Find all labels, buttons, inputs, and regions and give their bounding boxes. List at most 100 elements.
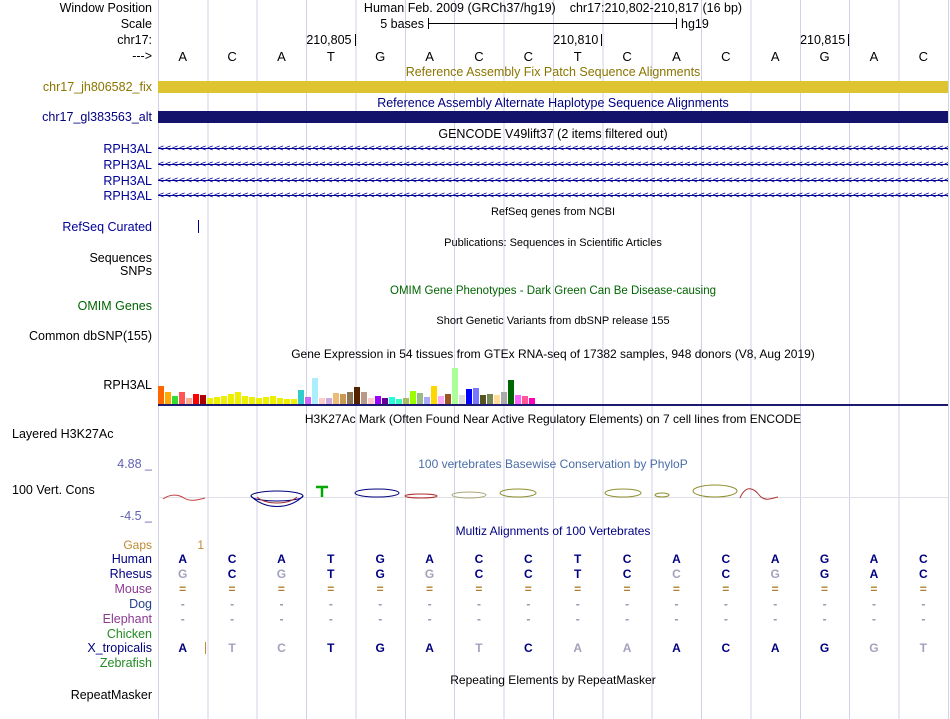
- gtex-tissue-bar[interactable]: [305, 397, 311, 404]
- gtex-tissue-bar[interactable]: [382, 398, 388, 404]
- refseq-curated-label[interactable]: RefSeq Curated: [62, 220, 152, 234]
- fix-patch-item-label[interactable]: chr17_jh806582_fix: [42, 80, 152, 94]
- gtex-tissue-bar[interactable]: [158, 386, 164, 404]
- gtex-tissue-bar[interactable]: [228, 394, 234, 404]
- gene-label-rph3al[interactable]: RPH3AL: [103, 142, 152, 156]
- gtex-tissue-bar[interactable]: [193, 394, 199, 404]
- species-label-x_tropicalis[interactable]: X_tropicalis: [87, 641, 152, 655]
- gtex-gene-label[interactable]: RPH3AL: [103, 378, 152, 392]
- gtex-tissue-bar[interactable]: [347, 392, 353, 404]
- sequence-row: ---> A C A T G A C C T C A C A G A C: [0, 49, 950, 65]
- gtex-tissue-bar[interactable]: [417, 393, 423, 404]
- species-label-rhesus[interactable]: Rhesus: [109, 567, 152, 581]
- gtex-tissue-bar[interactable]: [431, 386, 437, 404]
- species-label-chicken[interactable]: Chicken: [106, 627, 152, 641]
- phylop-min-row: -4.5 _: [0, 509, 950, 523]
- gtex-tissue-bar[interactable]: [291, 399, 297, 404]
- gencode-transcript-line[interactable]: <<<<<<<<<<<<<<<<<<<<<<<<<<<<<<<<<<<<<<<<…: [158, 142, 948, 155]
- gtex-tissue-bar[interactable]: [459, 395, 465, 404]
- gtex-tissue-bar[interactable]: [165, 392, 171, 404]
- gtex-tissue-bar[interactable]: [172, 396, 178, 404]
- gtex-tissue-bar[interactable]: [200, 395, 206, 404]
- conservation-wiggle[interactable]: [158, 472, 948, 522]
- snps-label[interactable]: SNPs: [120, 264, 152, 278]
- species-label-mouse[interactable]: Mouse: [114, 582, 152, 596]
- gtex-tissue-bar[interactable]: [396, 399, 402, 404]
- gtex-tissue-bar[interactable]: [354, 387, 360, 404]
- alignment-cell: C: [672, 567, 681, 581]
- gtex-tissue-bar[interactable]: [508, 380, 514, 404]
- gtex-tissue-bar[interactable]: [445, 394, 451, 404]
- species-label-human[interactable]: Human: [111, 552, 152, 566]
- refseq-item-tick[interactable]: [198, 220, 199, 233]
- gtex-tissue-bar[interactable]: [221, 396, 227, 404]
- gtex-tissue-bar[interactable]: [389, 397, 395, 404]
- gtex-tissue-bar[interactable]: [242, 396, 248, 404]
- gtex-tissue-bar[interactable]: [452, 368, 458, 404]
- gtex-tissue-bar[interactable]: [298, 390, 304, 404]
- alignment-cell: [306, 656, 355, 670]
- gtex-tissue-bar[interactable]: [361, 392, 367, 404]
- gene-label-rph3al[interactable]: RPH3AL: [103, 189, 152, 203]
- gtex-tissue-bar[interactable]: [235, 392, 241, 404]
- gtex-tissue-bar[interactable]: [375, 396, 381, 404]
- alignment-cell: A: [425, 552, 434, 566]
- gtex-tissue-bar[interactable]: [284, 399, 290, 404]
- multiz-gaps-row: Gaps 1: [0, 538, 950, 552]
- gtex-tissue-bar[interactable]: [515, 395, 521, 404]
- gencode-transcript-line[interactable]: <<<<<<<<<<<<<<<<<<<<<<<<<<<<<<<<<<<<<<<<…: [158, 174, 948, 187]
- fix-patch-item-bar[interactable]: [158, 81, 948, 93]
- gtex-tissue-bar[interactable]: [340, 394, 346, 404]
- gtex-tissue-bar[interactable]: [466, 389, 472, 404]
- gtex-tissue-bar[interactable]: [424, 397, 430, 404]
- gtex-tissue-bar[interactable]: [319, 398, 325, 404]
- gene-label-rph3al[interactable]: RPH3AL: [103, 158, 152, 172]
- gtex-tissue-bar[interactable]: [403, 398, 409, 404]
- gtex-gene-row: RPH3AL: [0, 378, 950, 392]
- gtex-tissue-bar[interactable]: [249, 397, 255, 404]
- alt-haplotype-item-bar[interactable]: [158, 111, 948, 123]
- gtex-expression-bar-chart[interactable]: [158, 362, 948, 404]
- gtex-tissue-bar[interactable]: [438, 396, 444, 404]
- gtex-tissue-bar[interactable]: [333, 393, 339, 404]
- alignment-cell: =: [919, 582, 927, 596]
- gtex-tissue-bar[interactable]: [207, 398, 213, 404]
- gtex-tissue-bar[interactable]: [473, 388, 479, 404]
- alignment-cell: [158, 627, 207, 641]
- species-label-zebrafish[interactable]: Zebrafish: [99, 656, 152, 670]
- gtex-tissue-bar[interactable]: [256, 398, 262, 404]
- alt-haplotype-item-label[interactable]: chr17_gl383563_alt: [42, 110, 152, 124]
- phylop-label[interactable]: 100 Vert. Cons: [12, 483, 95, 497]
- gtex-tissue-bar[interactable]: [179, 392, 185, 404]
- alignment-cell: C: [918, 567, 928, 581]
- gencode-transcript-line[interactable]: <<<<<<<<<<<<<<<<<<<<<<<<<<<<<<<<<<<<<<<<…: [158, 158, 948, 171]
- gtex-tissue-bar[interactable]: [487, 394, 493, 404]
- gtex-tissue-bar[interactable]: [410, 391, 416, 404]
- repeatmasker-label[interactable]: RepeatMasker: [70, 688, 152, 702]
- gencode-transcript-line[interactable]: <<<<<<<<<<<<<<<<<<<<<<<<<<<<<<<<<<<<<<<<…: [158, 189, 948, 202]
- gtex-tissue-bar[interactable]: [277, 398, 283, 404]
- gtex-tissue-bar[interactable]: [501, 392, 507, 404]
- gtex-tissue-bar[interactable]: [312, 378, 318, 404]
- gtex-tissue-bar[interactable]: [368, 398, 374, 404]
- gaps-label[interactable]: Gaps: [123, 538, 152, 552]
- gtex-tissue-bar[interactable]: [326, 398, 332, 404]
- species-label-elephant[interactable]: Elephant: [102, 612, 152, 626]
- omim-genes-label[interactable]: OMIM Genes: [77, 299, 152, 313]
- gene-label-rph3al[interactable]: RPH3AL: [103, 174, 152, 188]
- species-label-dog[interactable]: Dog: [129, 597, 152, 611]
- gtex-tissue-bar[interactable]: [494, 395, 500, 404]
- gtex-tissue-bar[interactable]: [263, 397, 269, 404]
- alignment-cell: G: [375, 552, 385, 566]
- gtex-tissue-bar[interactable]: [522, 396, 528, 404]
- sequences-label[interactable]: Sequences: [89, 251, 152, 265]
- gtex-tissue-bar[interactable]: [186, 398, 192, 404]
- gtex-tissue-bar[interactable]: [480, 395, 486, 404]
- gtex-tissue-bar[interactable]: [214, 397, 220, 404]
- dbsnp-label[interactable]: Common dbSNP(155): [29, 329, 152, 343]
- alignment-cell: G: [819, 552, 830, 566]
- gtex-tissue-bar[interactable]: [270, 396, 276, 404]
- gtex-tissue-bar[interactable]: [529, 398, 535, 404]
- h3k27ac-label[interactable]: Layered H3K27Ac: [12, 427, 114, 441]
- publications-snps-row: SNPs: [0, 264, 950, 278]
